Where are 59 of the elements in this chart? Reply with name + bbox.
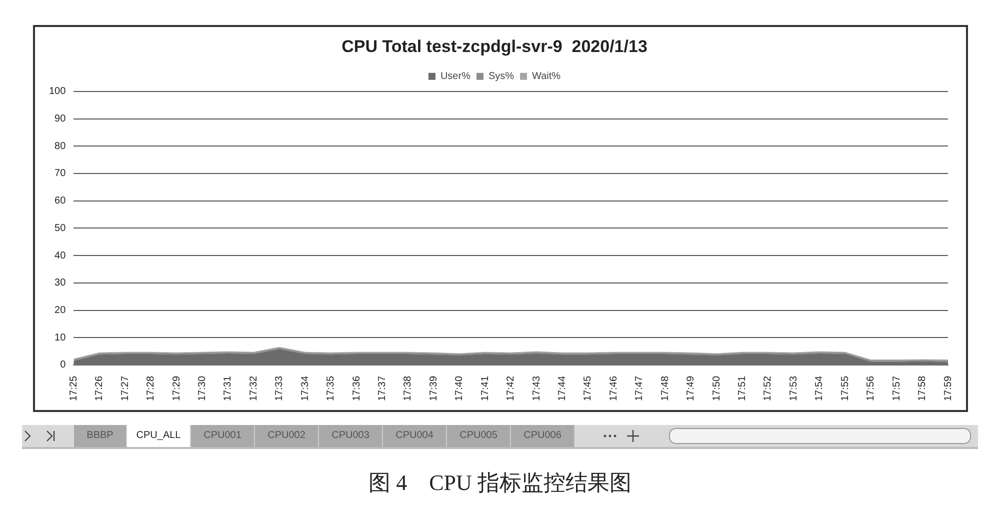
y-tick-label: 10 (54, 332, 66, 344)
text: CPU_ALL (127, 425, 191, 447)
x-tick-label: 17:54 (814, 376, 826, 402)
x-tick-label: 17:50 (711, 376, 722, 402)
x-tick-label: 17:35 (326, 376, 337, 402)
x-tick-label: 17:25 (68, 376, 80, 402)
x-tick-label: 17:51 (737, 376, 748, 402)
x-tick-label: 17:27 (120, 376, 131, 402)
x-tick-label: 17:36 (351, 376, 362, 402)
x-tick-label: 17:48 (660, 376, 671, 402)
y-tick-label: 0 (60, 360, 66, 371)
caption: 图 4 CPU 指标监控结果图 (368, 469, 632, 497)
legend-label: Sys% (488, 71, 514, 82)
x-tick-label: 17:59 (942, 376, 954, 402)
x-tick-label: 17:55 (840, 376, 851, 402)
x-tick-label: 17:33 (274, 376, 286, 402)
x-tick-label: 17:29 (171, 376, 182, 402)
x-tick-label: 17:42 (506, 376, 517, 402)
x-tick-label: 17:38 (402, 376, 414, 402)
y-tick-label: 70 (54, 168, 66, 180)
x-tick-label: 17:28 (146, 376, 157, 402)
legend-label: User% (440, 71, 471, 82)
text: CPU004 (383, 425, 447, 447)
x-tick-label: 17:53 (788, 376, 800, 402)
x-tick-label: 17:58 (917, 376, 928, 402)
x-tick-label: 17:46 (608, 376, 620, 402)
x-tick-label: 17:37 (377, 376, 388, 402)
x-tick-label: 17:41 (480, 376, 491, 402)
x-tick-label: 17:56 (866, 376, 877, 402)
x-tick-label: 17:30 (197, 376, 208, 402)
text: CPU002 (255, 425, 319, 447)
text: CPU006 (511, 425, 575, 447)
x-tick-label: 17:45 (582, 376, 594, 402)
x-tick-label: 17:52 (762, 376, 774, 402)
y-tick-label: 40 (54, 250, 66, 262)
text: CPU001 (191, 425, 255, 447)
text: CPU003 (319, 425, 383, 447)
x-tick-label: 17:44 (557, 376, 568, 402)
y-tick-label: 100 (48, 86, 66, 98)
x-tick-label: 17:49 (686, 376, 697, 402)
y-tick-label: 20 (54, 305, 66, 316)
x-tick-label: 17:57 (891, 376, 902, 402)
x-tick-label: 17:34 (300, 376, 311, 402)
x-tick-label: 17:47 (634, 376, 646, 402)
y-tick-label: 50 (54, 222, 66, 234)
x-tick-label: 17:31 (222, 376, 234, 402)
text: CPU005 (447, 425, 511, 447)
x-tick-label: 17:26 (94, 376, 106, 402)
x-tick-label: 17:40 (454, 376, 466, 402)
text: BBBP (74, 425, 127, 447)
y-tick-label: 60 (54, 196, 66, 207)
y-tick-label: 30 (54, 278, 66, 289)
x-tick-label: 17:43 (531, 376, 542, 402)
chart-title: CPU Total test-zcpdgl-svr-9 2020/1/13 (342, 36, 648, 56)
y-tick-label: 80 (54, 140, 66, 152)
x-tick-label: 17:39 (428, 376, 440, 402)
legend-label: Wait% (532, 71, 561, 82)
x-tick-label: 17:32 (248, 376, 260, 402)
y-tick-label: 90 (54, 114, 66, 125)
